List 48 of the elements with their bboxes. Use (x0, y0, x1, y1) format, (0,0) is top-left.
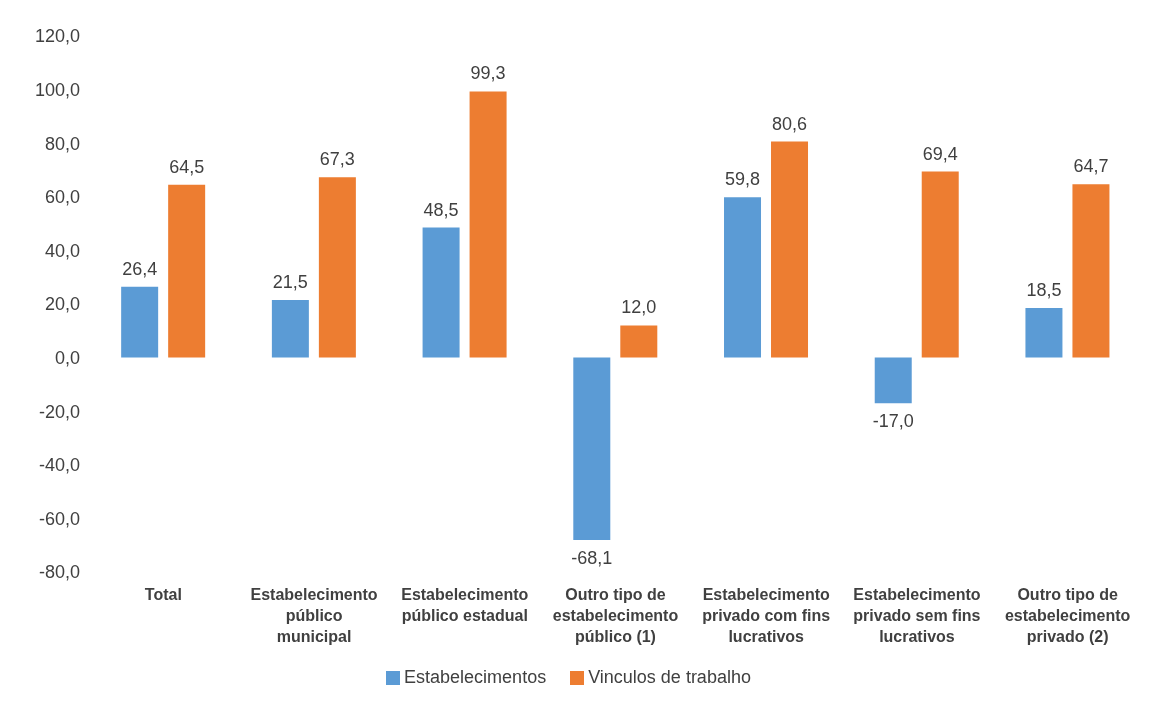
y-tick-label: 20,0 (44, 294, 80, 315)
bar (874, 357, 912, 404)
x-tick-label: Estabelecimento privado com fins lucrativos (702, 586, 831, 645)
data-label: 99,3 (470, 63, 506, 84)
y-tick-label: -20,0 (38, 401, 80, 422)
bar (573, 357, 611, 541)
legend-label: Estabelecimentos (404, 667, 547, 687)
data-label: -17,0 (872, 411, 914, 432)
x-tick-label: Outro tipo de estabelecimento privado (2) (1004, 586, 1131, 645)
bar (422, 227, 460, 358)
data-label: 67,3 (319, 149, 355, 170)
bar (121, 286, 159, 358)
bar (1025, 308, 1063, 358)
bar (724, 197, 762, 358)
y-tick-label: -60,0 (38, 508, 80, 529)
legend-label: Vinculos de trabalho (588, 667, 751, 687)
bar (271, 299, 309, 358)
x-tick-label: Estabelecimento privado sem fins lucrativos (853, 586, 981, 645)
data-label: 21,5 (272, 271, 308, 292)
y-tick-label: 0,0 (54, 347, 80, 368)
bar (318, 177, 356, 358)
bar (620, 325, 658, 358)
data-label: 69,4 (922, 143, 958, 164)
data-label: -68,1 (571, 548, 613, 569)
bar (771, 141, 809, 358)
y-tick-label: 120,0 (34, 26, 80, 47)
y-tick-label: 80,0 (44, 133, 80, 154)
x-tick-label: Outro tipo de estabelecimento público (1) (552, 586, 679, 645)
bar (168, 184, 206, 358)
bar (1072, 184, 1110, 358)
data-label: 64,7 (1073, 156, 1109, 177)
data-label: 12,0 (621, 297, 657, 318)
x-tick-label: Total (144, 586, 182, 603)
y-tick-label: -80,0 (38, 562, 80, 583)
data-label: 64,5 (169, 156, 205, 177)
data-label: 48,5 (423, 199, 459, 220)
y-tick-label: 60,0 (44, 187, 80, 208)
data-label: 18,5 (1026, 280, 1062, 301)
y-tick-label: 100,0 (34, 79, 80, 100)
data-label: 80,6 (771, 113, 808, 134)
y-tick-label: -40,0 (38, 455, 80, 476)
data-label: 26,4 (122, 258, 158, 279)
x-tick-label: Estabelecimento público municipal (250, 586, 378, 645)
bar (921, 171, 959, 358)
x-tick-label: Estabelecimento público estadual (401, 586, 529, 624)
bar (469, 91, 507, 358)
y-tick-label: 40,0 (44, 240, 80, 261)
data-label: 59,8 (724, 169, 761, 190)
